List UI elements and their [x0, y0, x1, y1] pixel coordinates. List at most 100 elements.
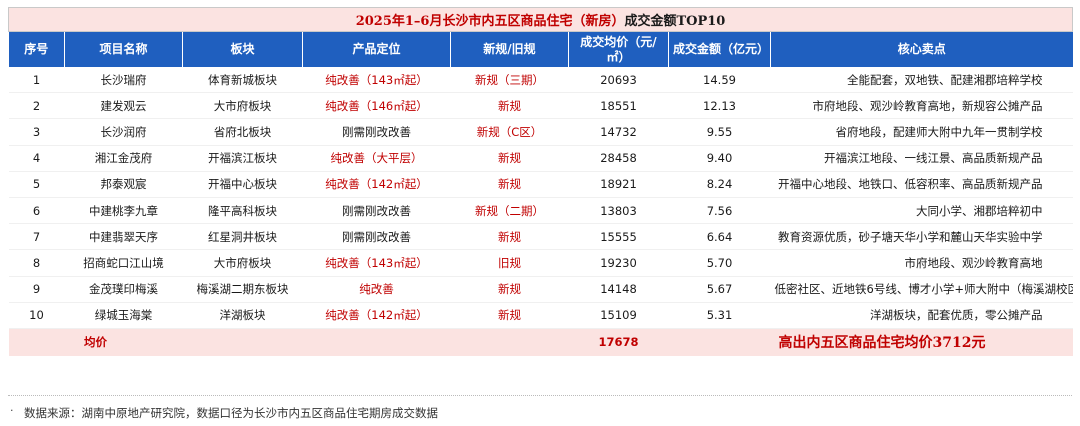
cell-selling: 大同小学、湘郡培粹初中	[916, 203, 1043, 218]
cell-price: 13803	[600, 203, 637, 218]
cell-position: 纯改善（146㎡起）	[325, 98, 428, 113]
cell-amount: 9.40	[706, 151, 733, 166]
cell-rule: 新规（二期）	[475, 203, 544, 218]
average-empty-3	[450, 328, 569, 356]
cell-project-name: 中建翡翠天序	[89, 229, 158, 244]
average-empty-4	[668, 328, 771, 356]
header-rule: 新规/旧规	[450, 31, 569, 67]
header-block: 板块	[182, 31, 303, 67]
data-source: 数据来源：湖南中原地产研究院，数据口径为长沙市内五区商品住宅期房成交数据	[24, 406, 438, 420]
cell-project-name: 长沙润府	[100, 124, 147, 139]
average-row: 均价 17678 高出内五区商品住宅均价3712元	[8, 328, 1073, 356]
source-marker: ·	[10, 404, 14, 417]
cell-amount: 8.24	[706, 177, 733, 192]
average-label: 均价	[8, 328, 183, 356]
cell-price: 20693	[600, 72, 637, 87]
cell-selling: 全能配套，双地铁、配建湘郡培粹学校	[847, 72, 1043, 87]
cell-project-name: 金茂璞印梅溪	[89, 282, 158, 297]
cell-position: 刚需刚改改善	[342, 203, 411, 218]
cell-block: 红星洞井板块	[208, 229, 277, 244]
cell-amount: 5.31	[706, 308, 733, 323]
cell-block: 隆平高科板块	[208, 203, 277, 218]
cell-position: 纯改善（142㎡起）	[325, 177, 428, 192]
cell-project-name: 邦泰观宸	[100, 177, 147, 192]
header-position: 产品定位	[302, 31, 451, 67]
average-price: 17678	[568, 328, 669, 356]
cell-position: 纯改善（大平层）	[330, 151, 423, 166]
header-name: 项目名称	[64, 31, 183, 67]
cell-rule: 新规	[498, 282, 521, 297]
table-row: 9 金茂璞印梅溪 梅溪湖二期东板块 纯改善 新规 14148 5.67 低密社区、近地铁6号线…	[8, 276, 1073, 303]
table-title: 2025年1–6月长沙市内五区商品住宅（新房）成交金额TOP10	[7, 7, 1074, 32]
cell-block: 体育新城板块	[208, 72, 277, 87]
cell-rule: 旧规	[498, 255, 521, 270]
cell-no: 2	[32, 98, 41, 113]
cell-project-name: 中建桃李九章	[89, 203, 158, 218]
cell-no: 7	[32, 229, 41, 244]
cell-no: 6	[32, 203, 41, 218]
cell-selling: 开福滨江地段、一线江景、高品质新规产品	[824, 151, 1043, 166]
cell-price: 19230	[600, 255, 637, 270]
cell-price: 14732	[600, 124, 637, 139]
header-price: 成交均价（元/㎡）	[568, 31, 669, 67]
title-part2: 商品住宅（新房）	[520, 14, 625, 29]
cell-selling: 低密社区、近地铁6号线、博才小学+师大附中（梅溪湖校区）	[774, 282, 1073, 297]
cell-block: 大市府板块	[213, 255, 272, 270]
cell-block: 开福滨江板块	[208, 151, 277, 166]
table-row: 7 中建翡翠天序 红星洞井板块 刚需刚改改善 新规 15555 6.64 教育资源优质，砂子塘…	[8, 224, 1073, 250]
cell-rule: 新规（C区）	[476, 124, 543, 139]
cell-block: 开福中心板块	[208, 177, 277, 192]
cell-price: 28458	[600, 151, 637, 166]
cell-amount: 6.64	[706, 229, 733, 244]
table-row: 8 招商蛇口江山境 大市府板块 纯改善（143㎡起） 旧规 19230 5.70 市府地段、观…	[8, 250, 1073, 276]
cell-position: 纯改善	[359, 282, 394, 297]
cell-no: 4	[32, 151, 41, 166]
average-note: 高出内五区商品住宅均价3712元	[770, 328, 1073, 356]
cell-position: 纯改善（143㎡起）	[325, 255, 428, 270]
title-part1: 2025年1–6月长沙市内五区	[355, 14, 521, 29]
cell-selling: 市府地段、观沙岭教育高地	[904, 255, 1043, 270]
table-row: 3 长沙润府 省府北板块 刚需刚改改善 新规（C区） 14732 9.55 省府地段，配建师大…	[8, 119, 1073, 146]
cell-position: 刚需刚改改善	[342, 124, 411, 139]
cell-block: 省府北板块	[213, 124, 272, 139]
cell-no: 10	[29, 308, 44, 323]
header-selling: 核心卖点	[769, 31, 1073, 67]
cell-project-name: 招商蛇口江山境	[83, 255, 164, 270]
table-row: 1 长沙瑞府 体育新城板块 纯改善（143㎡起） 新规（三期） 20693 14.59 全能配…	[8, 67, 1073, 93]
table-row: 5 邦泰观宸 开福中心板块 纯改善（142㎡起） 新规 18921 8.24 开福中心地段、地…	[8, 171, 1073, 198]
cell-block: 洋湖板块	[219, 308, 266, 323]
cell-price: 15109	[600, 308, 637, 323]
cell-no: 8	[32, 255, 41, 270]
table-row: 2 建发观云 大市府板块 纯改善（146㎡起） 新规 18551 12.13 市府地段、观沙岭…	[8, 93, 1073, 119]
footer-divider	[8, 395, 1072, 396]
cell-amount: 5.70	[706, 255, 733, 270]
table-row: 6 中建桃李九章 隆平高科板块 刚需刚改改善 新规（二期） 13803 7.56 大同小学、湘…	[8, 197, 1073, 224]
table-row: 4 湘江金茂府 开福滨江板块 纯改善（大平层） 新规 28458 9.40 开福滨江地段、一线…	[8, 145, 1073, 172]
header-row: 序号 项目名称 板块 产品定位 新规/旧规 成交均价（元/㎡） 成交金额（亿元）…	[8, 31, 1073, 67]
cell-selling: 开福中心地段、地铁口、低容积率、高品质新规产品	[778, 177, 1043, 192]
cell-selling: 洋湖板块，配套优质，零公摊产品	[870, 308, 1043, 323]
cell-price: 15555	[600, 229, 637, 244]
cell-project-name: 建发观云	[100, 98, 147, 113]
cell-price: 14148	[600, 282, 637, 297]
cell-block: 梅溪湖二期东板块	[196, 282, 289, 297]
header-amount: 成交金额（亿元）	[668, 31, 771, 67]
cell-price: 18921	[600, 177, 637, 192]
cell-rule: 新规	[498, 177, 521, 192]
title-row: 2025年1–6月长沙市内五区商品住宅（新房）成交金额TOP10	[7, 7, 1074, 32]
cell-position: 刚需刚改改善	[342, 229, 411, 244]
cell-block: 大市府板块	[213, 98, 272, 113]
cell-project-name: 绿城玉海棠	[94, 308, 153, 323]
table-container: 2025年1–6月长沙市内五区商品住宅（新房）成交金额TOP10 序号 项目名称…	[7, 7, 1074, 356]
cell-selling: 市府地段、观沙岭教育高地，新规容公摊产品	[812, 98, 1043, 113]
cell-no: 9	[32, 282, 41, 297]
table-row: 10 绿城玉海棠 洋湖板块 纯改善（142㎡起） 新规 15109 5.31 洋湖板块，配套优…	[8, 302, 1073, 329]
cell-project-name: 长沙瑞府	[100, 72, 147, 87]
cell-project-name: 湘江金茂府	[94, 151, 153, 166]
cell-selling: 省府地段，配建师大附中九年一贯制学校	[835, 124, 1043, 139]
table-body: 1 长沙瑞府 体育新城板块 纯改善（143㎡起） 新规（三期） 20693 14.59 全能配…	[8, 67, 1073, 329]
cell-no: 1	[32, 72, 41, 87]
cell-amount: 5.67	[706, 282, 733, 297]
cell-amount: 9.55	[706, 124, 733, 139]
cell-rule: 新规	[498, 229, 521, 244]
